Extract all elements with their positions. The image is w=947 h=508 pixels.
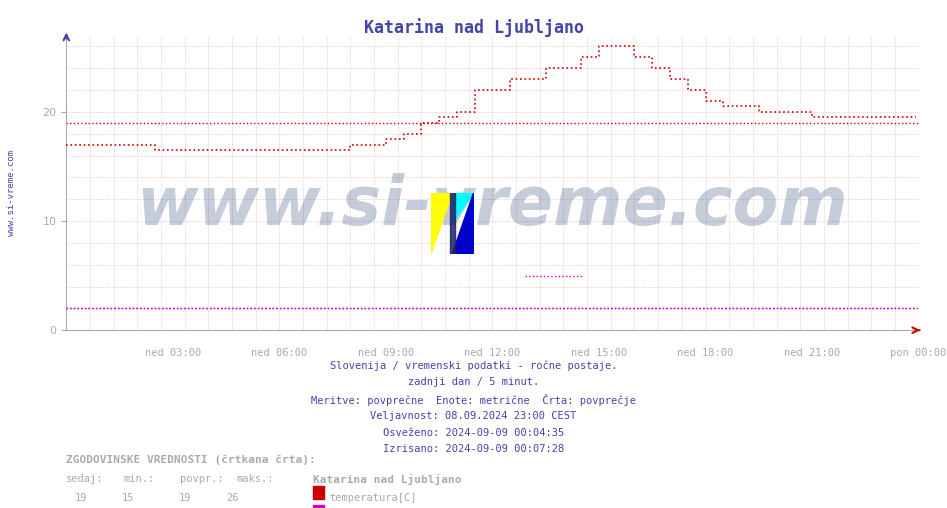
Text: Slovenija / vremenski podatki - ročne postaje.: Slovenija / vremenski podatki - ročne po… — [330, 361, 617, 371]
Polygon shape — [450, 193, 455, 254]
Text: Katarina nad Ljubljano: Katarina nad Ljubljano — [313, 474, 461, 485]
Polygon shape — [453, 193, 474, 224]
Text: ned 21:00: ned 21:00 — [784, 348, 840, 358]
Polygon shape — [453, 193, 474, 254]
Text: Meritve: povprečne  Enote: metrične  Črta: povprečje: Meritve: povprečne Enote: metrične Črta:… — [311, 394, 636, 406]
Text: temperatura[C]: temperatura[C] — [330, 493, 417, 503]
Text: 19: 19 — [74, 493, 87, 503]
Text: Osveženo: 2024-09-09 00:04:35: Osveženo: 2024-09-09 00:04:35 — [383, 428, 564, 438]
Text: sedaj:: sedaj: — [66, 474, 104, 484]
Text: ned 18:00: ned 18:00 — [677, 348, 734, 358]
Text: ned 15:00: ned 15:00 — [571, 348, 627, 358]
Text: Veljavnost: 08.09.2024 23:00 CEST: Veljavnost: 08.09.2024 23:00 CEST — [370, 411, 577, 421]
Text: povpr.:: povpr.: — [180, 474, 223, 484]
Text: pon 00:00: pon 00:00 — [890, 348, 947, 358]
Text: min.:: min.: — [123, 474, 154, 484]
Text: 26: 26 — [225, 493, 239, 503]
Text: www.si-vreme.com: www.si-vreme.com — [136, 173, 849, 239]
Text: ned 03:00: ned 03:00 — [145, 348, 201, 358]
Text: 19: 19 — [178, 493, 191, 503]
Text: www.si-vreme.com: www.si-vreme.com — [7, 150, 16, 236]
Text: 15: 15 — [121, 493, 134, 503]
Text: maks.:: maks.: — [237, 474, 275, 484]
Text: ned 06:00: ned 06:00 — [251, 348, 308, 358]
Text: ned 12:00: ned 12:00 — [464, 348, 521, 358]
Polygon shape — [431, 193, 453, 254]
Text: ZGODOVINSKE VREDNOSTI (črtkana črta):: ZGODOVINSKE VREDNOSTI (črtkana črta): — [66, 455, 316, 465]
Text: ned 09:00: ned 09:00 — [358, 348, 414, 358]
Text: zadnji dan / 5 minut.: zadnji dan / 5 minut. — [408, 377, 539, 388]
Text: Katarina nad Ljubljano: Katarina nad Ljubljano — [364, 18, 583, 37]
Text: Izrisano: 2024-09-09 00:07:28: Izrisano: 2024-09-09 00:07:28 — [383, 444, 564, 455]
